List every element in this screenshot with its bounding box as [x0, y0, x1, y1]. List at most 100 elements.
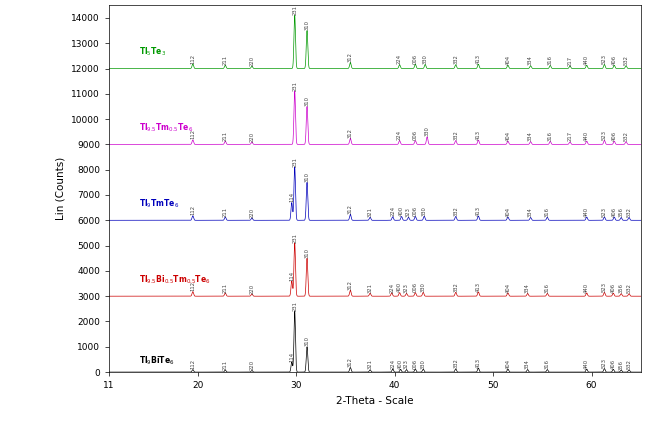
- Text: 220: 220: [250, 360, 254, 370]
- Text: 334: 334: [528, 55, 533, 65]
- Text: 323: 323: [406, 207, 411, 217]
- Text: 316: 316: [545, 283, 550, 293]
- Text: 400: 400: [398, 359, 403, 369]
- Text: 220: 220: [250, 208, 254, 218]
- Text: 334: 334: [528, 131, 533, 141]
- Text: 316: 316: [545, 359, 550, 369]
- Text: 406: 406: [611, 54, 617, 65]
- Text: 312: 312: [348, 52, 353, 62]
- Text: 312: 312: [348, 204, 353, 214]
- Text: 231: 231: [292, 157, 297, 167]
- Text: Tl$_9$TmTe$_6$: Tl$_9$TmTe$_6$: [139, 198, 179, 210]
- Text: 114: 114: [289, 192, 294, 202]
- Text: 231: 231: [292, 81, 297, 91]
- Text: 413: 413: [476, 358, 481, 368]
- Text: 316: 316: [548, 55, 553, 65]
- Text: 440: 440: [584, 207, 589, 217]
- Text: 312: 312: [348, 280, 353, 290]
- Text: 404: 404: [506, 283, 510, 293]
- Text: 006: 006: [413, 206, 418, 216]
- Text: 413: 413: [476, 54, 481, 64]
- Text: 332: 332: [453, 54, 458, 65]
- Text: Tl$_{9.5}$Tm$_{0.5}$Te$_6$: Tl$_{9.5}$Tm$_{0.5}$Te$_6$: [139, 122, 193, 134]
- Text: 406: 406: [611, 283, 616, 293]
- Text: 440: 440: [584, 54, 589, 65]
- Text: 312: 312: [348, 128, 353, 138]
- Text: 310: 310: [304, 96, 310, 106]
- Text: 224: 224: [389, 283, 394, 293]
- Text: 440: 440: [584, 131, 589, 141]
- Text: 224: 224: [390, 206, 395, 216]
- Text: 406: 406: [611, 131, 617, 141]
- Text: 006: 006: [413, 54, 418, 64]
- Text: 334: 334: [525, 359, 530, 369]
- Text: 321: 321: [368, 207, 373, 217]
- Text: 310: 310: [304, 20, 310, 30]
- Text: 356: 356: [619, 283, 624, 293]
- Text: 231: 231: [292, 5, 297, 15]
- Text: 224: 224: [397, 130, 402, 140]
- Text: 114: 114: [289, 351, 294, 361]
- Text: 413: 413: [476, 206, 481, 216]
- Text: 211: 211: [223, 54, 228, 65]
- Text: 220: 220: [250, 132, 254, 142]
- Text: 404: 404: [506, 54, 510, 65]
- Text: 440: 440: [584, 283, 589, 293]
- Text: 114: 114: [289, 270, 294, 281]
- Text: 356: 356: [619, 207, 624, 217]
- Text: 330: 330: [421, 359, 426, 369]
- Text: Tl$_5$Te$_3$: Tl$_5$Te$_3$: [139, 46, 166, 58]
- Text: 112: 112: [190, 281, 195, 291]
- Text: 332: 332: [453, 282, 458, 292]
- Text: 406: 406: [611, 207, 617, 217]
- Text: 413: 413: [476, 130, 481, 140]
- Text: 330: 330: [424, 126, 430, 136]
- Text: 006: 006: [413, 358, 418, 369]
- Text: 112: 112: [190, 205, 195, 215]
- Text: 321: 321: [368, 359, 373, 369]
- Text: 400: 400: [397, 282, 402, 292]
- Text: 006: 006: [413, 282, 418, 292]
- Text: Tl$_{9.5}$Bi$_{0.5}$Tm$_{0.5}$Te$_6$: Tl$_{9.5}$Bi$_{0.5}$Tm$_{0.5}$Te$_6$: [139, 273, 210, 286]
- Text: 356: 356: [619, 360, 624, 370]
- Text: 224: 224: [397, 54, 402, 65]
- Text: 532: 532: [624, 55, 629, 65]
- Text: 523: 523: [602, 207, 607, 217]
- Text: 310: 310: [304, 172, 310, 182]
- Text: 532: 532: [624, 131, 629, 141]
- Text: 217: 217: [568, 55, 572, 65]
- Text: 532: 532: [626, 359, 631, 369]
- Text: 404: 404: [506, 207, 510, 217]
- Text: 112: 112: [190, 129, 195, 140]
- Text: 211: 211: [223, 360, 228, 370]
- Text: 400: 400: [399, 206, 404, 216]
- Text: 330: 330: [422, 206, 427, 216]
- Text: 404: 404: [506, 131, 510, 141]
- Text: 211: 211: [223, 207, 228, 217]
- Text: 532: 532: [626, 283, 631, 293]
- Text: Tl$_9$BiTe$_6$: Tl$_9$BiTe$_6$: [139, 354, 174, 367]
- Text: 316: 316: [545, 207, 550, 217]
- Text: 231: 231: [292, 301, 297, 311]
- Text: 112: 112: [190, 54, 195, 64]
- Text: 334: 334: [525, 283, 530, 293]
- Text: 310: 310: [304, 337, 310, 347]
- Text: 224: 224: [390, 358, 395, 369]
- Text: 330: 330: [422, 54, 428, 64]
- Text: 523: 523: [602, 54, 607, 64]
- Text: 323: 323: [404, 359, 409, 369]
- Text: 523: 523: [602, 358, 607, 368]
- Text: 217: 217: [568, 131, 572, 142]
- Text: 310: 310: [304, 248, 310, 258]
- Text: 440: 440: [584, 358, 589, 369]
- Text: 334: 334: [528, 207, 533, 217]
- Text: 220: 220: [250, 56, 254, 66]
- Text: 112: 112: [190, 359, 195, 369]
- Text: 404: 404: [506, 358, 510, 369]
- Text: 532: 532: [626, 207, 631, 217]
- Text: 332: 332: [453, 206, 458, 216]
- Text: 211: 211: [223, 131, 228, 141]
- Text: 523: 523: [602, 282, 607, 292]
- Text: 220: 220: [250, 283, 254, 293]
- Text: 332: 332: [453, 130, 458, 140]
